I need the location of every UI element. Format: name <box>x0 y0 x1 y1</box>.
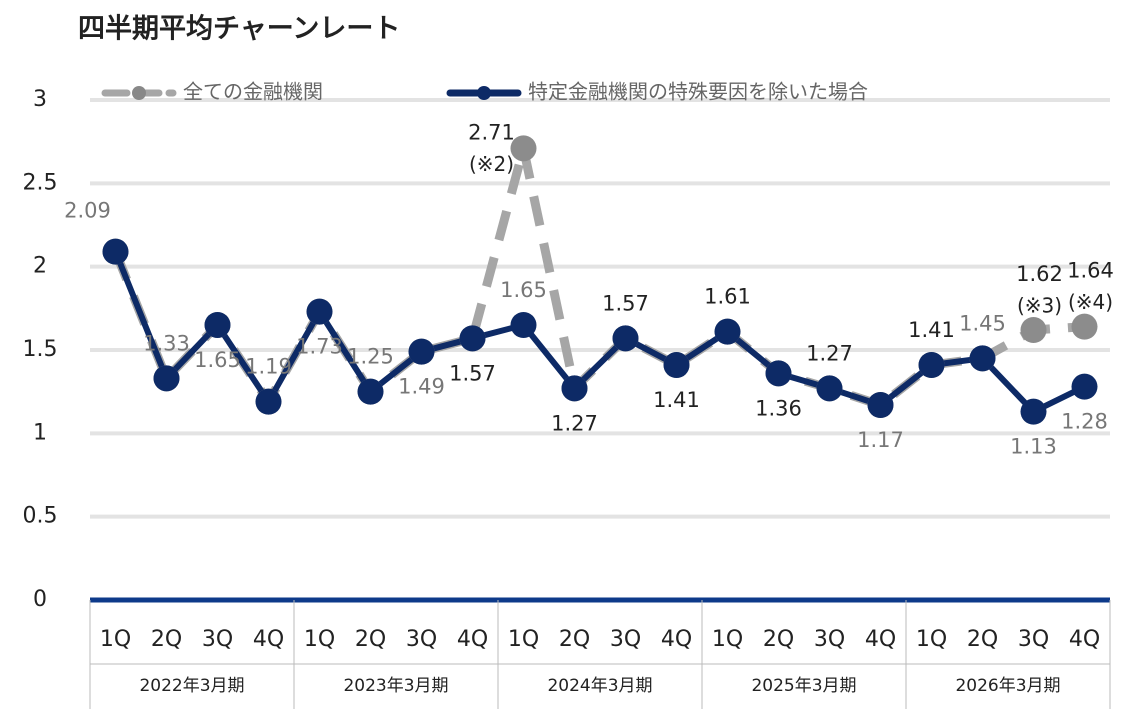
data-label: 1.65 <box>500 278 547 302</box>
x-tick-label: 3Q <box>1018 627 1049 652</box>
data-label: 1.65 <box>194 348 241 372</box>
marker <box>561 375 588 402</box>
y-tick-label: 3 <box>33 87 47 112</box>
marker <box>1071 313 1098 340</box>
marker <box>306 298 333 325</box>
marker <box>102 238 129 265</box>
group-label: 2025年3月期 <box>751 676 856 696</box>
data-label: 1.41 <box>653 388 700 412</box>
x-tick-label: 3Q <box>202 627 233 652</box>
x-tick-label: 4Q <box>865 627 896 652</box>
data-label: 1.33 <box>143 331 190 355</box>
data-label: 1.73 <box>296 335 343 359</box>
data-label: 1.19 <box>245 355 292 379</box>
data-label: 1.64 <box>1067 259 1114 283</box>
data-label: 2.71 <box>468 120 515 144</box>
y-tick-label: 2.5 <box>23 170 58 195</box>
x-tick-label: 4Q <box>253 627 284 652</box>
x-tick-label: 2Q <box>151 627 182 652</box>
marker <box>1071 373 1098 400</box>
y-tick-label: 1.5 <box>23 337 58 362</box>
x-tick-label: 1Q <box>712 627 743 652</box>
data-note: (※3) <box>1017 294 1062 318</box>
marker <box>255 388 282 415</box>
data-label: 1.57 <box>602 291 649 315</box>
group-label: 2022年3月期 <box>139 676 244 696</box>
x-tick-label: 2Q <box>355 627 386 652</box>
legend-label: 特定金融機関の特殊要因を除いた場合 <box>528 80 868 104</box>
marker <box>510 312 537 338</box>
legend-marker <box>132 86 146 100</box>
x-tick-label: 3Q <box>814 627 845 652</box>
marker <box>867 392 894 418</box>
x-tick-label: 1Q <box>916 627 947 652</box>
chart-title: 四半期平均チャーンレート <box>78 14 400 45</box>
x-tick-label: 1Q <box>304 627 335 652</box>
marker <box>714 318 741 345</box>
x-tick-label: 3Q <box>610 627 641 652</box>
data-note: (※2) <box>469 152 514 176</box>
data-note: (※4) <box>1068 290 1113 314</box>
marker <box>510 135 537 162</box>
group-label: 2024年3月期 <box>547 676 652 696</box>
data-label: 1.25 <box>347 345 394 369</box>
x-tick-label: 2Q <box>559 627 590 652</box>
marker <box>459 325 486 352</box>
x-tick-label: 2Q <box>763 627 794 652</box>
x-tick-label: 1Q <box>508 627 539 652</box>
marker <box>612 325 639 352</box>
group-label: 2023年3月期 <box>343 676 448 696</box>
x-tick-label: 3Q <box>406 627 437 652</box>
data-label: 1.17 <box>857 428 904 452</box>
x-tick-label: 4Q <box>457 627 488 652</box>
data-label: 1.41 <box>908 318 955 342</box>
x-tick-label: 4Q <box>661 627 692 652</box>
legend-label: 全ての金融機関 <box>183 80 323 104</box>
x-tick-label: 1Q <box>100 627 131 652</box>
data-label: 1.61 <box>704 285 751 309</box>
x-tick-label: 4Q <box>1069 627 1100 652</box>
marker <box>408 338 435 365</box>
data-label: 1.27 <box>806 341 853 365</box>
marker <box>969 345 996 372</box>
data-label: 1.13 <box>1010 435 1057 459</box>
marker <box>1020 398 1047 425</box>
marker <box>153 365 180 392</box>
marker <box>816 375 843 402</box>
data-label: 1.49 <box>398 375 445 399</box>
y-tick-label: 0 <box>33 587 47 612</box>
marker <box>765 360 792 387</box>
data-label: 1.57 <box>449 361 496 385</box>
y-tick-label: 2 <box>33 254 47 279</box>
marker <box>918 352 945 378</box>
data-label: 1.45 <box>959 311 1006 335</box>
x-tick-label: 2Q <box>967 627 998 652</box>
marker <box>1020 317 1047 343</box>
data-label: 1.27 <box>551 411 598 435</box>
data-label: 1.36 <box>755 396 802 420</box>
y-tick-label: 0.5 <box>23 504 58 529</box>
legend-marker <box>477 86 491 100</box>
group-label: 2026年3月期 <box>955 676 1060 696</box>
data-label: 2.09 <box>64 199 111 223</box>
data-label: 1.62 <box>1016 262 1063 286</box>
y-tick-label: 1 <box>33 420 47 445</box>
marker <box>357 378 384 405</box>
marker <box>663 352 690 378</box>
marker <box>204 312 231 338</box>
data-label: 1.28 <box>1061 410 1108 434</box>
